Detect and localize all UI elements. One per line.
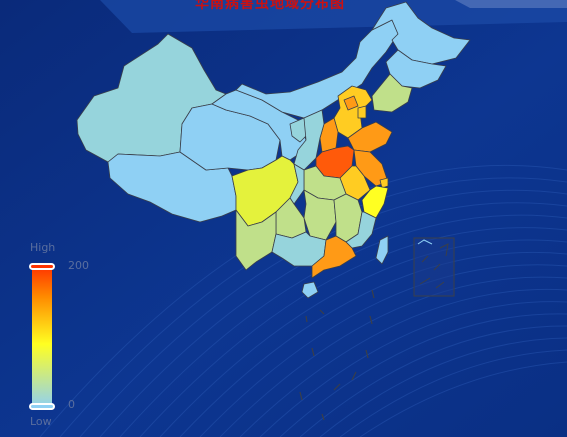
region-liaoning[interactable]: [371, 73, 413, 113]
top-banner-edge: [455, 0, 567, 8]
region-beijing[interactable]: [343, 95, 359, 111]
china-map: [76, 1, 471, 299]
region-hainan[interactable]: [301, 281, 319, 299]
top-banner: [100, 0, 567, 33]
visual-map-top-handle[interactable]: [29, 263, 55, 270]
region-ningxia[interactable]: [289, 117, 309, 143]
region-shanghai[interactable]: [379, 177, 389, 189]
visual-map-low-label: Low: [30, 415, 52, 428]
region-jilin[interactable]: [385, 49, 447, 89]
sea-dash-line: [299, 289, 375, 421]
visual-map-bar: [32, 266, 52, 408]
region-tianjin[interactable]: [357, 105, 367, 119]
region-guangdong[interactable]: [311, 235, 357, 279]
south-sea-inset: [413, 237, 455, 297]
region-shaanxi[interactable]: [293, 109, 325, 171]
map-title: 华南病害虫地域分布图: [195, 0, 345, 12]
region-taiwan[interactable]: [375, 235, 389, 265]
visual-map-bottom-handle[interactable]: [29, 403, 55, 410]
visual-map-high-label: High: [30, 241, 56, 254]
visual-map-max-value: 200: [68, 259, 89, 272]
region-zhejiang[interactable]: [361, 185, 389, 219]
visual-map-min-value: 0: [68, 398, 75, 411]
region-heilongjiang[interactable]: [371, 1, 471, 65]
